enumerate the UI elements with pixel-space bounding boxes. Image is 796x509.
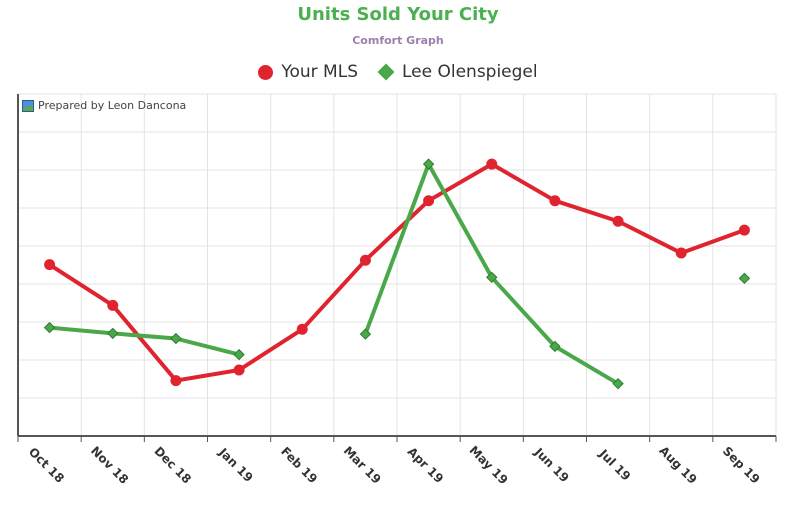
x-tick-label: Sep 19 [720, 444, 763, 487]
x-tick-label: Aug 19 [656, 443, 699, 486]
data-point-1-6 [422, 158, 435, 170]
data-point-0-1 [107, 299, 119, 311]
data-point-0-11 [738, 224, 750, 236]
chart-subtitle: Comfort Graph [352, 34, 444, 47]
data-point-1-2 [170, 332, 182, 345]
data-point-1-11 [738, 272, 751, 285]
data-point-1-9 [612, 377, 624, 390]
series-line-1 [47, 325, 242, 357]
data-point-0-10 [675, 247, 687, 259]
data-point-1-1 [107, 327, 119, 340]
data-point-0-0 [44, 259, 56, 271]
data-point-0-4 [296, 323, 308, 335]
data-point-1-8 [549, 340, 561, 353]
data-point-1-5 [359, 328, 372, 340]
data-point-0-5 [359, 254, 371, 266]
watermark-text: Prepared by Leon Dancona [38, 99, 187, 112]
x-tick-label: Dec 18 [151, 444, 193, 486]
legend-label-your-mls: Your MLS [281, 62, 358, 82]
x-tick-label: Jul 19 [596, 446, 633, 483]
legend-item-lee-olenspiegel[interactable]: Lee Olenspiegel [377, 62, 538, 82]
chart-title: Units Sold Your City [297, 4, 499, 25]
x-tick-label: Apr 19 [405, 444, 446, 485]
data-point-1-0 [43, 321, 56, 334]
data-point-0-8 [549, 195, 561, 207]
data-point-0-6 [423, 195, 435, 207]
watermark: Prepared by Leon Dancona [22, 99, 186, 112]
chart-logo-icon [22, 99, 34, 112]
x-tick-label: Jun 19 [531, 445, 572, 486]
x-tick-label: Feb 19 [278, 444, 320, 486]
legend: Your MLS Lee Olenspiegel [0, 58, 796, 86]
legend-label-lee-olenspiegel: Lee Olenspiegel [401, 62, 538, 82]
x-tick-label: Mar 19 [341, 444, 384, 487]
x-tick-label: May 19 [467, 443, 511, 487]
legend-item-your-mls[interactable]: Your MLS [258, 62, 358, 82]
legend-circle-icon [258, 64, 274, 80]
data-point-0-9 [612, 215, 624, 227]
data-point-1-3 [233, 348, 245, 361]
x-tick-label: Oct 18 [26, 445, 67, 486]
data-point-0-2 [170, 375, 182, 387]
data-point-1-7 [486, 271, 498, 284]
data-point-0-7 [486, 158, 498, 170]
x-tick-label: Jan 19 [215, 445, 255, 485]
series-line-0 [47, 162, 747, 383]
x-tick-label: Nov 18 [88, 444, 131, 487]
data-point-0-3 [233, 364, 245, 376]
